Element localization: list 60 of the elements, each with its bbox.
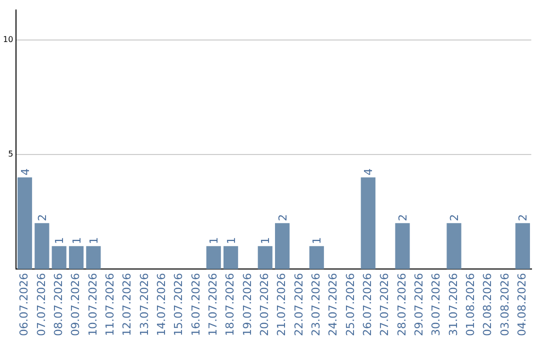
x-tick-label: 18.07.2026 <box>224 273 237 336</box>
y-tick-label: 10 <box>2 34 14 44</box>
bar <box>17 177 32 270</box>
x-tick-label: 01.08.2026 <box>464 273 478 336</box>
bar <box>446 223 462 270</box>
x-tick-label: 30.07.2026 <box>430 273 443 336</box>
bar <box>360 177 376 270</box>
x-tick-label: 24.07.2026 <box>326 273 340 336</box>
bar <box>258 246 272 270</box>
x-tick-label: 19.07.2026 <box>240 273 254 336</box>
x-tick-label: 09.07.2026 <box>69 273 82 336</box>
x-tick-label: 11.07.2026 <box>103 273 116 336</box>
x-tick-label: 04.08.2026 <box>516 273 529 336</box>
bar <box>68 246 84 270</box>
data-label: 1 <box>259 237 272 244</box>
data-label: 2 <box>448 214 461 222</box>
bar <box>206 246 221 270</box>
x-tick-label: 28.07.2026 <box>395 273 408 336</box>
data-label: 4 <box>362 168 376 176</box>
x-tick-label: 13.07.2026 <box>138 273 151 336</box>
data-label: 1 <box>208 237 221 244</box>
x-tick-label: 29.07.2026 <box>412 273 426 336</box>
x-tick-label: 20.07.2026 <box>258 273 271 336</box>
data-label: 1 <box>87 237 100 244</box>
data-label: 1 <box>53 237 66 244</box>
x-tick-label: 03.08.2026 <box>498 273 512 336</box>
x-tick-label: 31.07.2026 <box>446 273 460 336</box>
data-label: 2 <box>516 214 530 222</box>
x-tick-label: 23.07.2026 <box>309 273 322 336</box>
x-tick-label: 17.07.2026 <box>206 273 220 336</box>
x-tick-label: 26.07.2026 <box>361 273 374 336</box>
x-tick-label: 10.07.2026 <box>86 273 100 336</box>
data-label: 2 <box>36 214 49 222</box>
bar <box>223 246 238 270</box>
x-tick-label: 25.07.2026 <box>344 273 357 336</box>
x-tick-label: 16.07.2026 <box>189 273 202 336</box>
x-tick-label: 02.08.2026 <box>481 273 494 336</box>
bar <box>86 246 101 270</box>
x-tick-label: 27.07.2026 <box>378 273 392 336</box>
x-tick-label: 21.07.2026 <box>275 273 288 336</box>
y-tick-label: 5 <box>8 149 14 158</box>
x-tick-label: 14.07.2026 <box>154 273 168 336</box>
bar <box>52 246 66 270</box>
bar <box>275 223 290 270</box>
data-label: 2 <box>396 214 410 222</box>
bar <box>34 223 50 270</box>
x-tick-label: 15.07.2026 <box>172 273 186 336</box>
bar <box>395 223 410 270</box>
x-tick-label: 08.07.2026 <box>52 273 65 336</box>
x-tick-label: 22.07.2026 <box>292 273 306 336</box>
data-label: 1 <box>70 237 84 244</box>
data-label: 1 <box>224 237 238 244</box>
data-label: 1 <box>310 237 324 244</box>
bar <box>309 246 324 270</box>
data-label: 2 <box>276 214 290 222</box>
x-tick-label: 07.07.2026 <box>34 273 48 336</box>
x-tick-label: 06.07.2026 <box>18 273 31 336</box>
bar <box>515 223 530 270</box>
x-tick-label: 12.07.2026 <box>120 273 134 336</box>
data-label: 4 <box>18 168 32 176</box>
